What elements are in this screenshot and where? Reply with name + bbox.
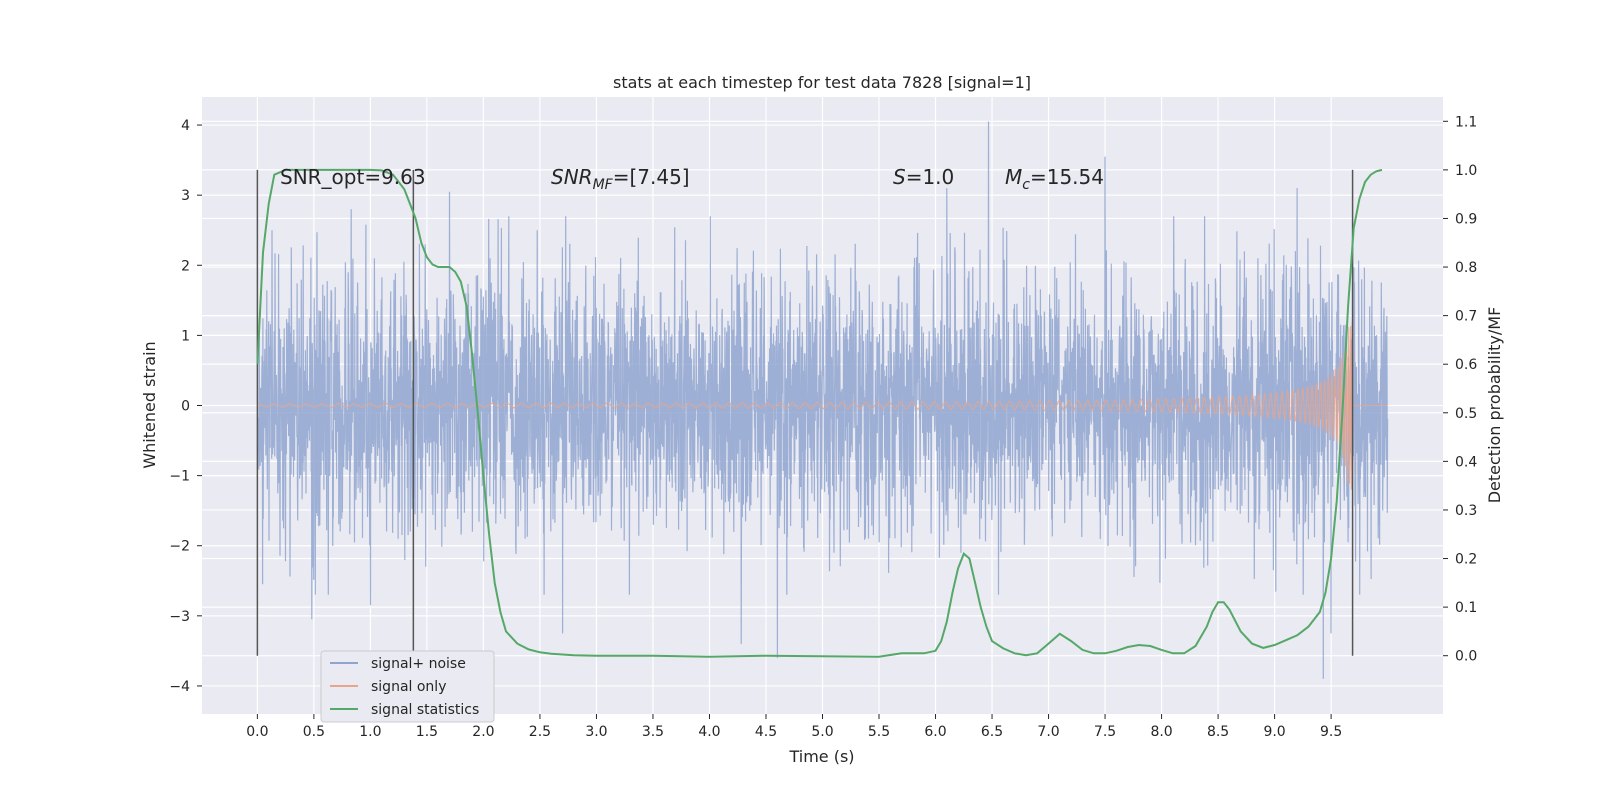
x-tick-labels: 0.0 0.5 1.0 1.5 2.0 2.5 3.0 3.5 4.0 4.5 5.0 5.5 6.0 6… xyxy=(246,714,1342,740)
legend-label-signal-only: signal only xyxy=(371,679,446,695)
snr-mf-sub: MF xyxy=(593,177,614,193)
y-tick-label: −1 xyxy=(169,469,190,485)
x-tick-label: 0.0 xyxy=(246,724,268,740)
snr-opt-annotation: SNR_opt=9.63 xyxy=(280,165,426,189)
signal-statistics-line xyxy=(256,168,1383,658)
legend-label-signal-noise: signal+ noise xyxy=(371,656,466,672)
x-tick-label: 1.0 xyxy=(359,724,381,740)
y-tick-label: 0 xyxy=(181,399,190,415)
x-tick-label: 4.5 xyxy=(755,724,777,740)
y2-tick-label: 0.2 xyxy=(1455,552,1477,568)
x-tick-label: 5.0 xyxy=(811,724,833,740)
y2-tick-label: 0.3 xyxy=(1455,503,1477,519)
y2-tick-label: 0.9 xyxy=(1455,211,1477,227)
legend-label-signal-statistics: signal statistics xyxy=(371,702,479,718)
y2-tick-label: 0.5 xyxy=(1455,406,1477,422)
x-tick-label: 3.5 xyxy=(642,724,664,740)
mc-value: =15.54 xyxy=(1030,165,1104,189)
legend-box xyxy=(320,650,495,723)
x-tick-label: 7.0 xyxy=(1037,724,1059,740)
y2-tick-label: 0.4 xyxy=(1455,454,1477,470)
y2-tick-labels: 1.1 1.0 0.9 0.8 0.7 0.6 0.5 0.4 0.3 0.2 0.1 0.0 xyxy=(1443,114,1477,665)
y-tick-label: −3 xyxy=(169,609,190,625)
x-axis-label: Time (s) xyxy=(788,747,854,766)
mc-sub: c xyxy=(1022,177,1030,193)
y2-axis-label: Detection probability/MF xyxy=(1485,307,1504,504)
x-tick-label: 9.5 xyxy=(1320,724,1342,740)
chart-title: stats at each timestep for test data 782… xyxy=(613,73,1031,92)
y-tick-label: 4 xyxy=(181,118,190,134)
snr-mf-value: =[7.45] xyxy=(613,165,690,189)
x-tick-label: 3.0 xyxy=(585,724,607,740)
x-tick-label: 1.5 xyxy=(416,724,438,740)
y-axis-label: Whitened strain xyxy=(140,341,159,468)
s-main: S xyxy=(893,165,906,189)
y-tick-label: 2 xyxy=(181,258,190,274)
x-tick-label: 0.5 xyxy=(303,724,325,740)
mc-main: M xyxy=(1005,165,1022,189)
signal-only-series xyxy=(257,321,1388,490)
y-tick-labels: 4 3 2 1 0 −1 −2 −3 −4 xyxy=(169,118,202,695)
y2-tick-label: 0.1 xyxy=(1455,600,1477,616)
y2-tick-label: 0.0 xyxy=(1455,649,1477,665)
s-annotation: S=1.0 xyxy=(893,165,954,189)
snr-mf-main: SNR xyxy=(551,165,593,189)
signal-only-line xyxy=(257,321,1388,490)
snr-mf-annotation: SNRMF=[7.45] xyxy=(551,165,690,193)
y2-tick-label: 0.7 xyxy=(1455,309,1477,325)
x-tick-label: 9.0 xyxy=(1263,724,1285,740)
y2-tick-label: 0.8 xyxy=(1455,260,1477,276)
signal-noise-series xyxy=(256,121,1389,679)
y-tick-label: −2 xyxy=(169,539,190,555)
x-tick-label: 2.0 xyxy=(472,724,494,740)
y2-tick-label: 1.1 xyxy=(1455,114,1477,130)
x-tick-label: 6.5 xyxy=(981,724,1003,740)
y-tick-label: −4 xyxy=(169,679,190,695)
x-tick-label: 6.0 xyxy=(924,724,946,740)
signal-statistics-series xyxy=(256,168,1383,658)
x-tick-label: 5.5 xyxy=(868,724,890,740)
y2-tick-label: 1.0 xyxy=(1455,163,1477,179)
y-tick-label: 1 xyxy=(181,328,190,344)
legend: signal+ noise signal only signal statist… xyxy=(320,650,495,723)
y2-tick-label: 0.6 xyxy=(1455,357,1477,373)
y-tick-label: 3 xyxy=(181,188,190,204)
s-value: =1.0 xyxy=(906,165,955,189)
x-tick-label: 7.5 xyxy=(1094,724,1116,740)
x-tick-label: 2.5 xyxy=(529,724,551,740)
signal-noise-line xyxy=(256,121,1389,679)
x-tick-label: 8.5 xyxy=(1207,724,1229,740)
mc-annotation: Mc=15.54 xyxy=(1005,165,1104,193)
x-tick-label: 8.0 xyxy=(1150,724,1172,740)
x-tick-label: 4.0 xyxy=(698,724,720,740)
